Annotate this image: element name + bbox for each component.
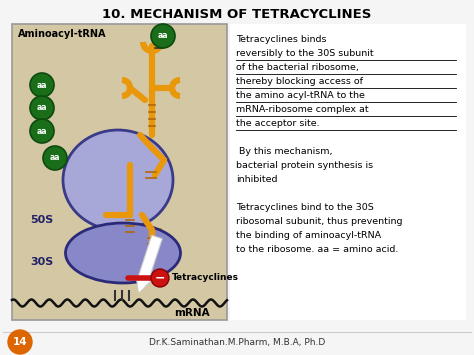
Text: Tetracyclines binds: Tetracyclines binds bbox=[236, 35, 327, 44]
Text: 30S: 30S bbox=[30, 257, 54, 267]
Ellipse shape bbox=[63, 130, 173, 230]
Circle shape bbox=[8, 330, 32, 354]
Circle shape bbox=[151, 269, 169, 287]
Text: aa: aa bbox=[37, 126, 47, 136]
Text: mRNA-ribosome complex at: mRNA-ribosome complex at bbox=[236, 105, 369, 114]
Text: Dr.K.Saminathan.M.Pharm, M.B.A, Ph.D: Dr.K.Saminathan.M.Pharm, M.B.A, Ph.D bbox=[149, 338, 325, 346]
Text: 10. MECHANISM OF TETRACYCLINES: 10. MECHANISM OF TETRACYCLINES bbox=[102, 7, 372, 21]
Text: bacterial protein synthesis is: bacterial protein synthesis is bbox=[236, 161, 373, 170]
Text: 50S: 50S bbox=[30, 215, 54, 225]
Text: thereby blocking access of: thereby blocking access of bbox=[236, 77, 363, 86]
Text: the amino acyl-tRNA to the: the amino acyl-tRNA to the bbox=[236, 91, 365, 100]
Text: reversibly to the 30S subunit: reversibly to the 30S subunit bbox=[236, 49, 374, 58]
Text: aa: aa bbox=[37, 81, 47, 89]
Text: inhibited: inhibited bbox=[236, 175, 277, 184]
Ellipse shape bbox=[65, 223, 181, 283]
Text: the binding of aminoacyl-tRNA: the binding of aminoacyl-tRNA bbox=[236, 231, 381, 240]
Text: −: − bbox=[155, 272, 165, 284]
Text: 14: 14 bbox=[13, 337, 27, 347]
FancyBboxPatch shape bbox=[230, 24, 466, 320]
Circle shape bbox=[30, 119, 54, 143]
FancyBboxPatch shape bbox=[12, 24, 227, 320]
Text: By this mechanism,: By this mechanism, bbox=[236, 147, 332, 156]
Text: mRNA: mRNA bbox=[174, 308, 210, 318]
Circle shape bbox=[30, 73, 54, 97]
Circle shape bbox=[43, 146, 67, 170]
Text: aa: aa bbox=[158, 32, 168, 40]
Text: aa: aa bbox=[50, 153, 60, 163]
Text: ribosomal subunit, thus preventing: ribosomal subunit, thus preventing bbox=[236, 217, 402, 226]
Text: the acceptor site.: the acceptor site. bbox=[236, 119, 319, 128]
Text: of the bacterial ribosome,: of the bacterial ribosome, bbox=[236, 63, 359, 72]
Circle shape bbox=[30, 96, 54, 120]
FancyArrow shape bbox=[136, 235, 162, 292]
Circle shape bbox=[151, 24, 175, 48]
Text: Aminoacyl-tRNA: Aminoacyl-tRNA bbox=[18, 29, 107, 39]
Text: to the ribosome. aa = amino acid.: to the ribosome. aa = amino acid. bbox=[236, 245, 398, 254]
Text: aa: aa bbox=[37, 104, 47, 113]
Text: Tetracyclines bind to the 30S: Tetracyclines bind to the 30S bbox=[236, 203, 374, 212]
Text: Tetracyclines: Tetracyclines bbox=[172, 273, 239, 283]
